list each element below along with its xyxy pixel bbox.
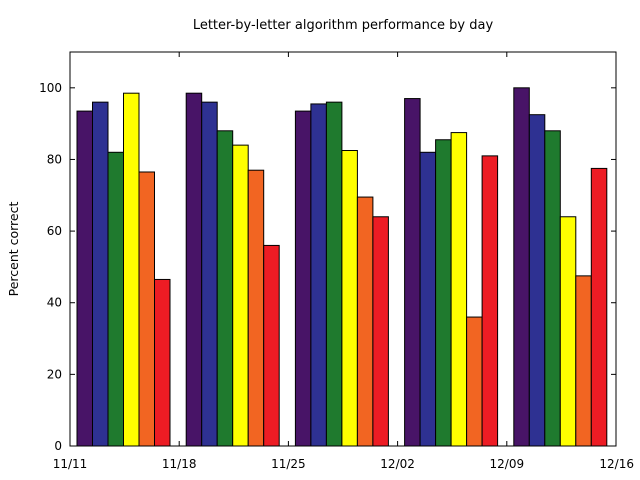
- bar-group-3-series-6: [372, 216, 389, 447]
- bar-group-2-series-6: [263, 244, 280, 447]
- x-tick-label-3: 11/25: [271, 457, 306, 471]
- bar-group-4-series-4: [450, 132, 468, 447]
- bar-group-5-series-3: [544, 130, 561, 447]
- bar-group-2-series-5: [247, 169, 265, 447]
- axes-layer: 0 20 40 60 80 100 11/11 11/18 11/25 12/02 12/09 12/…: [39, 52, 634, 471]
- y-tick-label-80: 80: [47, 152, 62, 166]
- bar-group-3-series-4: [341, 150, 358, 447]
- bar-group-5-series-4: [559, 216, 577, 447]
- bar-group-5-series-2: [528, 114, 546, 447]
- bar-group-4-series-6: [481, 155, 499, 447]
- bar-group-3-series-1: [294, 110, 312, 447]
- bar-group-2-series-4: [232, 144, 249, 447]
- x-tick-label-1: 11/11: [53, 457, 88, 471]
- bar-group-2-series-3: [216, 130, 234, 447]
- bar-group-5-series-1: [513, 87, 530, 447]
- y-tick-label-40: 40: [47, 296, 62, 310]
- bar-group-5-series-6: [590, 167, 608, 447]
- bar-group-4-series-2: [419, 151, 437, 447]
- bar-group-4-series-3: [435, 139, 452, 447]
- bar-group-3-series-5: [356, 196, 374, 447]
- y-tick-label-0: 0: [54, 439, 62, 453]
- y-axis-label: Percent correct: [6, 202, 21, 297]
- bar-group-3-series-3: [325, 101, 343, 447]
- bar-group-2-series-2: [201, 101, 218, 447]
- bar-group-3-series-2: [310, 103, 327, 447]
- bar-group-4-series-1: [404, 98, 421, 447]
- bar-group-2-series-1: [185, 92, 203, 447]
- y-tick-label-60: 60: [47, 224, 62, 238]
- plot-frame: [69, 51, 617, 447]
- y-tick-label-20: 20: [47, 367, 62, 381]
- bar-group-1-series-5: [138, 171, 155, 447]
- bar-group-1-series-3: [107, 151, 124, 447]
- bar-group-1-series-6: [154, 278, 171, 447]
- bar-group-4-series-5: [466, 316, 483, 447]
- x-tick-label-5: 12/09: [490, 457, 525, 471]
- bars-layer: [76, 87, 608, 447]
- x-tick-label-4: 12/02: [380, 457, 415, 471]
- y-tick-label-100: 100: [39, 81, 62, 95]
- x-tick-label-2: 11/18: [162, 457, 197, 471]
- bar-group-1-series-1: [76, 110, 93, 447]
- bar-group-1-series-2: [92, 101, 109, 447]
- bar-group-5-series-5: [575, 275, 592, 447]
- bar-group-1-series-4: [123, 92, 140, 447]
- chart-title: Letter-by-letter algorithm performance b…: [193, 18, 494, 33]
- x-tick-label-6: 12/16: [599, 457, 634, 471]
